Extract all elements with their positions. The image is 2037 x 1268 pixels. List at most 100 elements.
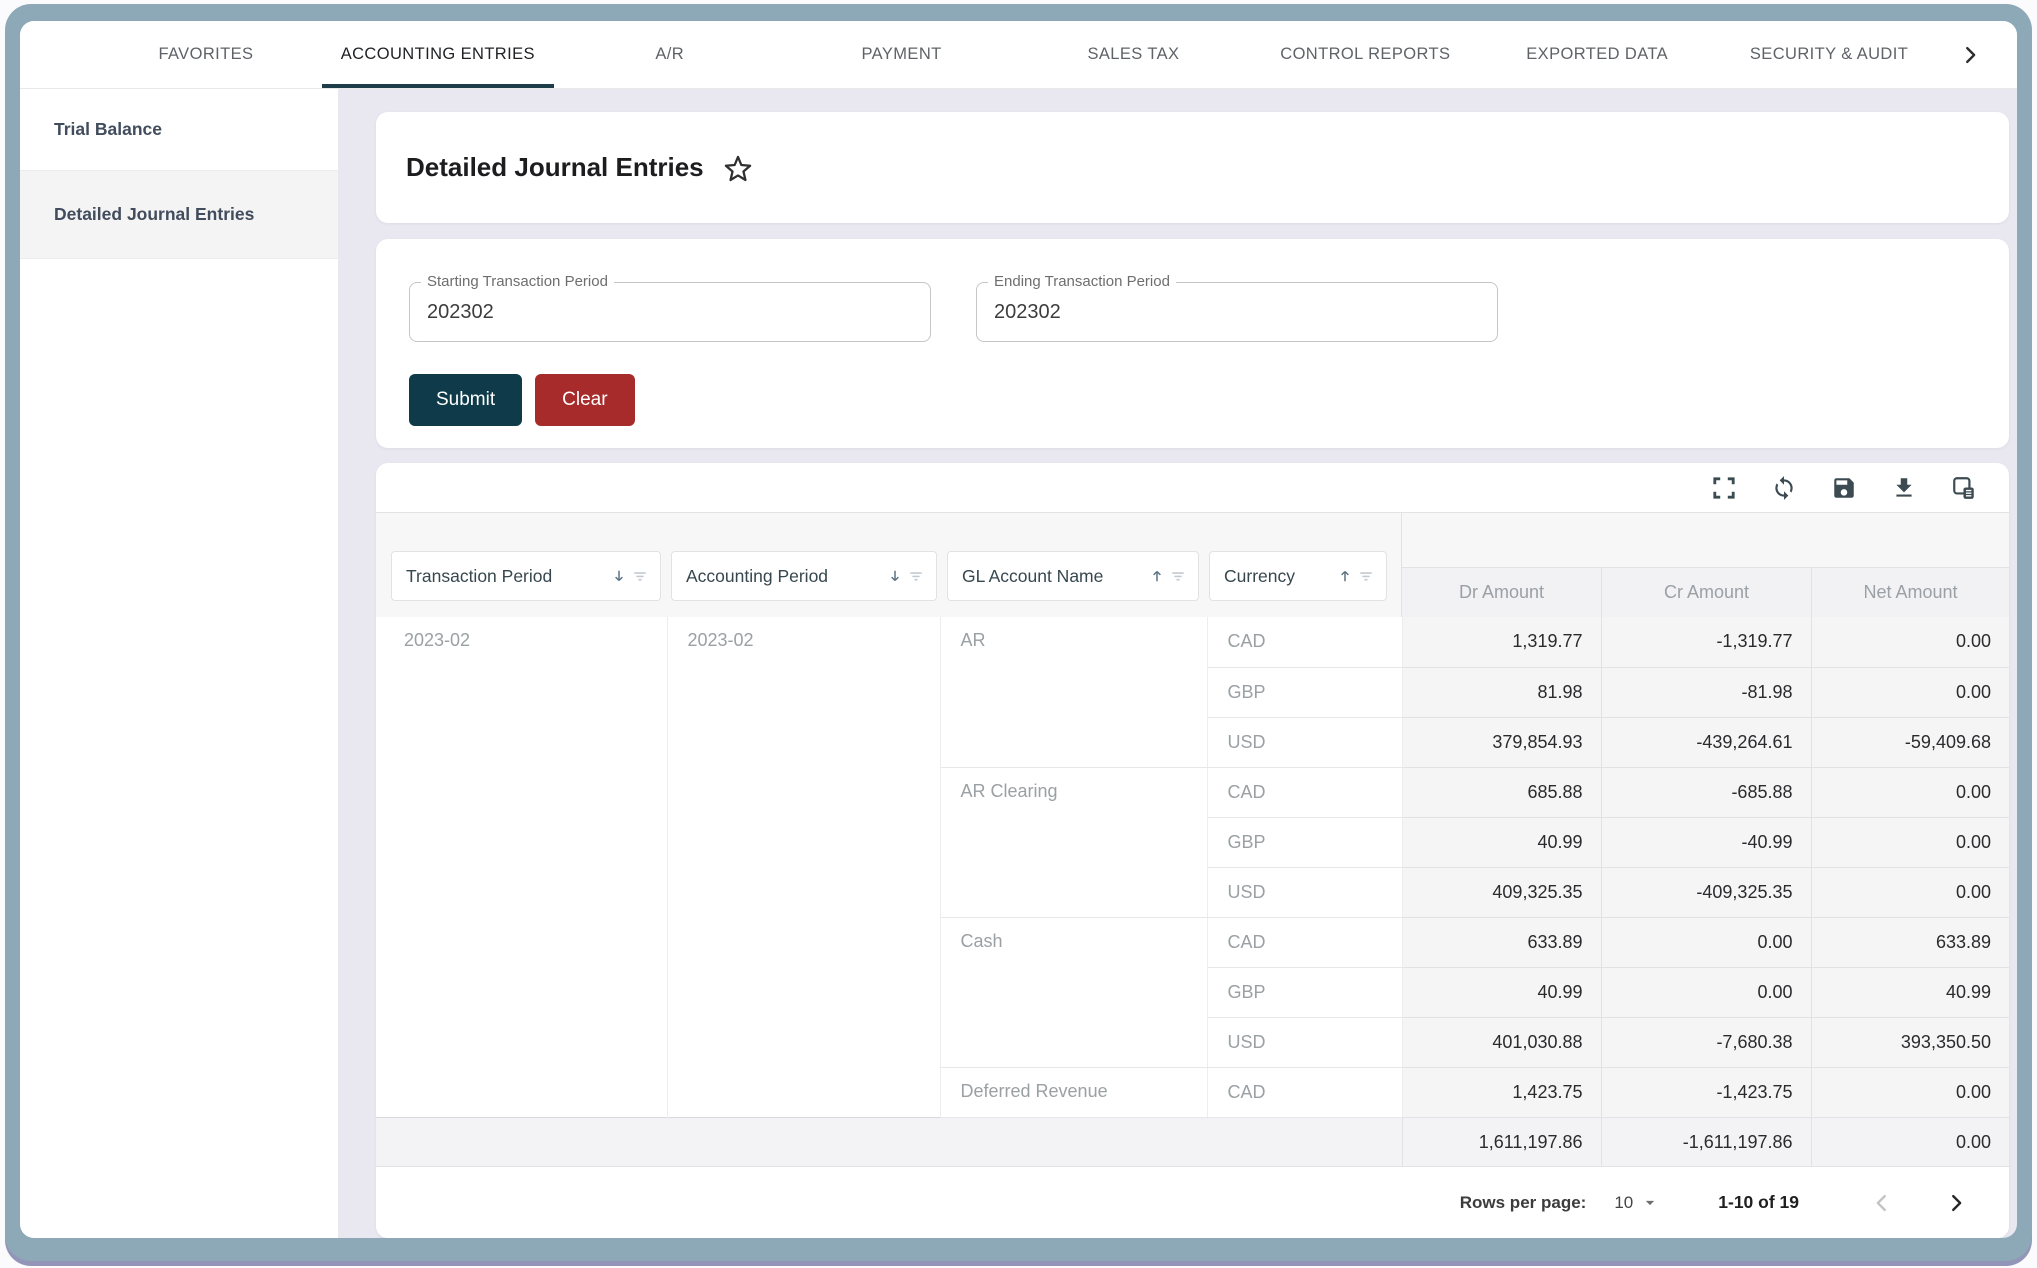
nav-tab-security-audit[interactable]: SECURITY & AUDIT — [1713, 21, 1945, 88]
nav-tab-a-r[interactable]: A/R — [554, 21, 786, 88]
column-header-currency[interactable]: Currency — [1209, 551, 1387, 601]
dr-amount-cell: 685.88 — [1402, 767, 1601, 817]
nav-tabs: FAVORITES ACCOUNTING ENTRIES A/R PAYMENT SAL… — [90, 21, 1945, 88]
table-rows: 2023-022023-02ARCAD1,319.77-1,319.770.00… — [376, 617, 2009, 1166]
sidebar: Trial Balance Detailed Journal Entries — [20, 89, 338, 1238]
previous-page-button[interactable] — [1869, 1190, 1895, 1216]
nav-tab-sales-tax[interactable]: SALES TAX — [1018, 21, 1250, 88]
nav-tab-label: FAVORITES — [158, 45, 253, 64]
page-range-label: 1-10 of 19 — [1718, 1192, 1799, 1213]
nav-overflow-chevron-icon[interactable] — [1945, 21, 1995, 88]
transaction-period-cell: 2023-02 — [376, 617, 667, 1117]
currency-cell: USD — [1207, 717, 1402, 767]
total-row-spacer-cell — [376, 1117, 1402, 1166]
clear-button[interactable]: Clear — [535, 374, 634, 426]
currency-cell: CAD — [1207, 1067, 1402, 1117]
table-toolbar — [376, 463, 2009, 513]
form-buttons: Submit Clear — [409, 374, 2009, 426]
column-header-gl-account-name[interactable]: GL Account Name — [947, 551, 1199, 601]
net-amount-cell: 0.00 — [1811, 617, 2009, 667]
net-amount-cell: 393,350.50 — [1811, 1017, 2009, 1067]
currency-cell: CAD — [1207, 767, 1402, 817]
download-icon[interactable] — [1891, 475, 1917, 501]
value-headers: Dr AmountCr AmountNet Amount — [1402, 567, 2009, 617]
dr-amount-cell: 1,319.77 — [1402, 617, 1601, 667]
value-header-area: Dr AmountCr AmountNet Amount — [1402, 513, 2009, 617]
dr-amount-cell: 409,325.35 — [1402, 867, 1601, 917]
net-amount-cell: 0.00 — [1811, 1067, 2009, 1117]
app-window: FAVORITES ACCOUNTING ENTRIES A/R PAYMENT SAL… — [20, 21, 2017, 1238]
ending-transaction-period-input[interactable] — [977, 283, 1497, 341]
nav-tab-favorites[interactable]: FAVORITES — [90, 21, 322, 88]
cr-amount-cell: -40.99 — [1601, 817, 1811, 867]
refresh-icon[interactable] — [1771, 475, 1797, 501]
cr-amount-cell: -1,423.75 — [1601, 1067, 1811, 1117]
sort-asc-icon — [1148, 567, 1166, 585]
column-header-label: Accounting Period — [686, 566, 828, 587]
sidebar-item-detailed-journal-entries[interactable]: Detailed Journal Entries — [20, 171, 338, 259]
nav-tab-label: ACCOUNTING ENTRIES — [341, 45, 535, 64]
total-cr-amount-cell: -1,611,197.86 — [1601, 1117, 1811, 1166]
title-card: Detailed Journal Entries — [376, 112, 2009, 223]
nav-tab-exported-data[interactable]: EXPORTED DATA — [1481, 21, 1713, 88]
cr-amount-cell: -439,264.61 — [1601, 717, 1811, 767]
table-header: Transaction Period Accounting Period GL Ac… — [376, 513, 2009, 617]
table-view-icon[interactable] — [1951, 475, 1977, 501]
net-amount-cell: 0.00 — [1811, 817, 2009, 867]
column-header-dr-amount: Dr Amount — [1402, 568, 1601, 617]
filter-icon — [906, 566, 926, 586]
nav-tab-control-reports[interactable]: CONTROL REPORTS — [1249, 21, 1481, 88]
table-body-area: 2023-022023-02ARCAD1,319.77-1,319.770.00… — [376, 617, 2009, 1166]
nav-tab-accounting-entries[interactable]: ACCOUNTING ENTRIES — [322, 21, 554, 88]
filter-icon — [1356, 566, 1376, 586]
sidebar-item-label: Trial Balance — [54, 119, 162, 140]
cr-amount-cell: -81.98 — [1601, 667, 1811, 717]
cr-amount-cell: -685.88 — [1601, 767, 1811, 817]
filter-icon — [1168, 566, 1188, 586]
currency-cell: USD — [1207, 867, 1402, 917]
starting-transaction-period-field: Starting Transaction Period — [409, 282, 931, 342]
net-amount-cell: 0.00 — [1811, 767, 2009, 817]
submit-button[interactable]: Submit — [409, 374, 522, 426]
rows-per-page-label: Rows per page: — [1460, 1193, 1587, 1213]
sidebar-item-label: Detailed Journal Entries — [54, 204, 254, 225]
page-title: Detailed Journal Entries — [406, 152, 704, 183]
column-header-cr-amount: Cr Amount — [1601, 568, 1811, 617]
nav-tab-label: CONTROL REPORTS — [1280, 45, 1450, 64]
top-navigation: FAVORITES ACCOUNTING ENTRIES A/R PAYMENT SAL… — [20, 21, 2017, 89]
dr-amount-cell: 81.98 — [1402, 667, 1601, 717]
starting-transaction-period-input[interactable] — [410, 283, 930, 341]
total-net-amount-cell: 0.00 — [1811, 1117, 2009, 1166]
nav-tab-payment[interactable]: PAYMENT — [786, 21, 1018, 88]
sort-asc-icon — [1336, 567, 1354, 585]
window-frame: FAVORITES ACCOUNTING ENTRIES A/R PAYMENT SAL… — [5, 4, 2032, 1261]
filter-form-card: Starting Transaction Period Ending Transa… — [376, 239, 2009, 448]
save-icon[interactable] — [1831, 475, 1857, 501]
gl-account-cell: AR Clearing — [940, 767, 1207, 917]
nav-tab-label: SECURITY & AUDIT — [1750, 45, 1908, 64]
rows-per-page-value: 10 — [1614, 1193, 1633, 1213]
ending-transaction-period-field: Ending Transaction Period — [976, 282, 1498, 342]
fullscreen-icon[interactable] — [1711, 475, 1737, 501]
next-page-button[interactable] — [1943, 1190, 1969, 1216]
nav-tab-label: PAYMENT — [862, 45, 942, 64]
net-amount-cell: 633.89 — [1811, 917, 2009, 967]
currency-cell: GBP — [1207, 817, 1402, 867]
sidebar-item-trial-balance[interactable]: Trial Balance — [20, 89, 338, 171]
favorite-star-icon[interactable] — [722, 152, 754, 184]
column-header-transaction-period[interactable]: Transaction Period — [391, 551, 661, 601]
column-header-accounting-period[interactable]: Accounting Period — [671, 551, 937, 601]
field-label: Starting Transaction Period — [421, 273, 614, 290]
table-row: 2023-022023-02ARCAD1,319.77-1,319.770.00 — [376, 617, 2009, 667]
rows-per-page-select[interactable]: 10 — [1614, 1193, 1660, 1213]
table-total-row: 1,611,197.86-1,611,197.860.00 — [376, 1117, 2009, 1166]
currency-cell: CAD — [1207, 917, 1402, 967]
sort-desc-icon — [886, 567, 904, 585]
column-header-net-amount: Net Amount — [1811, 568, 2009, 617]
cr-amount-cell: -1,319.77 — [1601, 617, 1811, 667]
journal-entries-table: 2023-022023-02ARCAD1,319.77-1,319.770.00… — [376, 617, 2009, 1166]
gl-account-cell: Cash — [940, 917, 1207, 1067]
net-amount-cell: 0.00 — [1811, 867, 2009, 917]
gl-account-cell: AR — [940, 617, 1207, 767]
dr-amount-cell: 1,423.75 — [1402, 1067, 1601, 1117]
